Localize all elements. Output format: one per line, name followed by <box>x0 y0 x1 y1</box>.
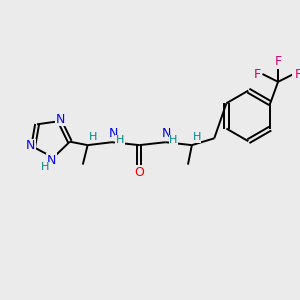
Text: O: O <box>134 166 144 179</box>
Text: H: H <box>193 132 201 142</box>
Text: H: H <box>89 132 98 142</box>
Text: N: N <box>162 127 171 140</box>
Text: H: H <box>169 135 178 145</box>
Text: N: N <box>26 140 35 152</box>
Text: F: F <box>295 68 300 80</box>
Text: N: N <box>56 113 65 126</box>
Text: N: N <box>108 127 118 140</box>
Text: F: F <box>274 55 282 68</box>
Text: H: H <box>41 162 50 172</box>
Text: F: F <box>254 68 261 80</box>
Text: N: N <box>47 154 56 167</box>
Text: H: H <box>116 135 124 145</box>
